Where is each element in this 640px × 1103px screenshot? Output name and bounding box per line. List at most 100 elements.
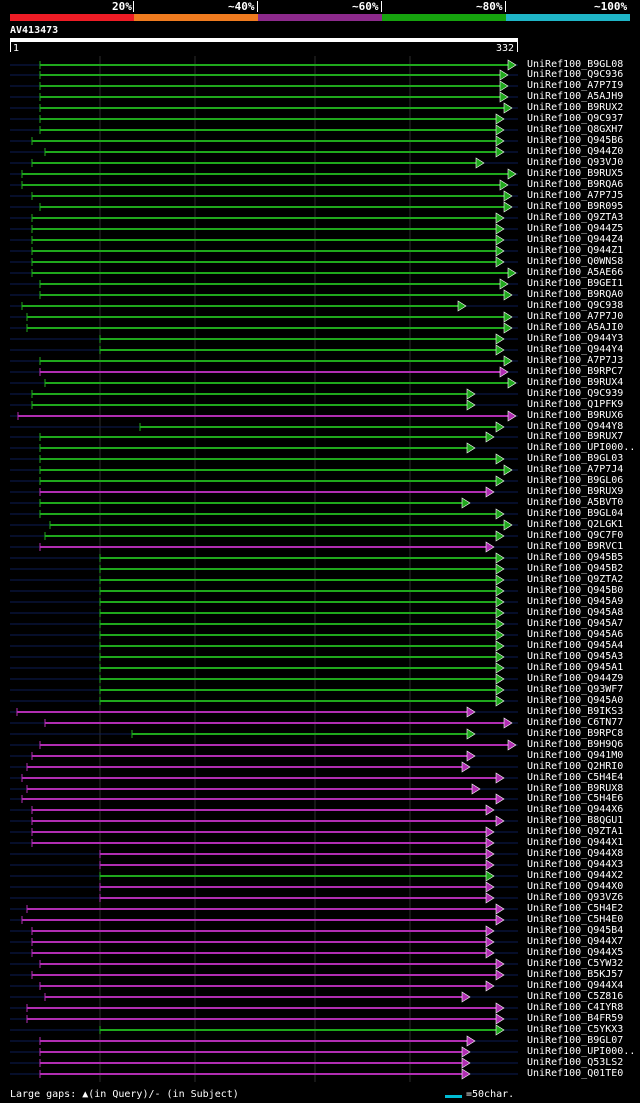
hit-label[interactable]: UniRef100_Q945A9: [527, 596, 624, 607]
hit-label[interactable]: UniRef100_A7P7J3: [527, 355, 624, 366]
hit-label[interactable]: UniRef100_C5H4E2: [527, 903, 624, 914]
hit-label[interactable]: UniRef100_Q944Z4: [527, 234, 624, 245]
hit-label[interactable]: UniRef100_Q9C7F0: [527, 530, 624, 541]
hit-label[interactable]: UniRef100_Q944X8: [527, 848, 624, 859]
hit-label[interactable]: UniRef100_Q944X2: [527, 870, 624, 881]
hit-label[interactable]: UniRef100_B9RQA0: [527, 289, 624, 300]
hit-label[interactable]: UniRef100_Q944X4: [527, 980, 624, 991]
hit-label[interactable]: UniRef100_Q944Z1: [527, 245, 624, 256]
hit-label[interactable]: UniRef100_Q945B6: [527, 135, 624, 146]
hit-label[interactable]: UniRef100_Q945A0: [527, 695, 624, 706]
hit-row: [10, 541, 518, 553]
hit-label[interactable]: UniRef100_Q945A1: [527, 662, 624, 673]
hit-label[interactable]: UniRef100_A7P7J4: [527, 464, 624, 475]
hit-label[interactable]: UniRef100_Q9ZTA1: [527, 826, 624, 837]
hit-label[interactable]: UniRef100_C4IYR8: [527, 1002, 624, 1013]
hit-label[interactable]: UniRef100_C5H4E0: [527, 914, 624, 925]
hit-label[interactable]: UniRef100_B9IKS3: [527, 706, 624, 717]
hit-label[interactable]: UniRef100_Q945A7: [527, 618, 624, 629]
hit-label[interactable]: UniRef100_Q944X6: [527, 804, 624, 815]
hit-label[interactable]: UniRef100_B9H9Q6: [527, 739, 624, 750]
hit-label[interactable]: UniRef100_UPI000..: [527, 1046, 636, 1057]
hit-label[interactable]: UniRef100_A5AE66: [527, 267, 624, 278]
hit-label[interactable]: UniRef100_Q945A4: [527, 640, 624, 651]
hit-label[interactable]: UniRef100_Q9ZTA3: [527, 212, 624, 223]
hit-label[interactable]: UniRef100_B9RUX4: [527, 377, 624, 388]
hit-label[interactable]: UniRef100_Q9ZTA2: [527, 574, 624, 585]
hit-label[interactable]: UniRef100_A7P7J5: [527, 190, 624, 201]
hit-label[interactable]: UniRef100_A7P7J0: [527, 311, 624, 322]
hit-label[interactable]: UniRef100_B9RVC1: [527, 541, 624, 552]
hit-label[interactable]: UniRef100_B9RQA6: [527, 179, 624, 190]
scale-bar-40: [134, 14, 258, 21]
hit-arrow: [495, 673, 505, 685]
hit-label[interactable]: UniRef100_Q8GXH7: [527, 124, 624, 135]
hit-label[interactable]: UniRef100_Q945B5: [527, 552, 624, 563]
hit-label[interactable]: UniRef100_Q9C937: [527, 113, 624, 124]
hit-label[interactable]: UniRef100_Q944X5: [527, 947, 624, 958]
hit-label[interactable]: UniRef100_Q944Z0: [527, 146, 624, 157]
hit-label[interactable]: UniRef100_C6TN77: [527, 717, 624, 728]
hit-label[interactable]: UniRef100_Q944Z5: [527, 223, 624, 234]
hit-label[interactable]: UniRef100_B9RPC8: [527, 728, 624, 739]
hit-label[interactable]: UniRef100_Q945A3: [527, 651, 624, 662]
hit-label[interactable]: UniRef100_Q944X7: [527, 936, 624, 947]
hit-label[interactable]: UniRef100_C5YKX3: [527, 1024, 624, 1035]
hit-label[interactable]: UniRef100_B9RUX9: [527, 486, 624, 497]
hit-label[interactable]: UniRef100_Q944X1: [527, 837, 624, 848]
hit-label[interactable]: UniRef100_Q93VJ0: [527, 157, 624, 168]
hit-label[interactable]: UniRef100_A5AJI0: [527, 322, 624, 333]
hit-label[interactable]: UniRef100_B9GL04: [527, 508, 624, 519]
hit-label[interactable]: UniRef100_B9RUX8: [527, 783, 624, 794]
hit-label[interactable]: UniRef100_A5BVT0: [527, 497, 624, 508]
hit-label[interactable]: UniRef100_B4FR59: [527, 1013, 624, 1024]
hit-label[interactable]: UniRef100_B9RUX2: [527, 102, 624, 113]
hit-label[interactable]: UniRef100_B9RUX5: [527, 168, 624, 179]
hit-label[interactable]: UniRef100_C5YW32: [527, 958, 624, 969]
hit-label[interactable]: UniRef100_Q9C936: [527, 69, 624, 80]
hit-label[interactable]: UniRef100_UPI000..: [527, 442, 636, 453]
hit-label[interactable]: UniRef100_Q945B0: [527, 585, 624, 596]
hit-label[interactable]: UniRef100_Q2LGK1: [527, 519, 624, 530]
hit-label[interactable]: UniRef100_B9RUX7: [527, 431, 624, 442]
hit-label[interactable]: UniRef100_B9RUX6: [527, 410, 624, 421]
hit-label[interactable]: UniRef100_C5H4E6: [527, 793, 624, 804]
hit-label[interactable]: UniRef100_Q945A8: [527, 607, 624, 618]
hit-label[interactable]: UniRef100_Q944Y8: [527, 421, 624, 432]
hit-label[interactable]: UniRef100_Q01TE0: [527, 1068, 624, 1079]
hit-label[interactable]: UniRef100_Q9C938: [527, 300, 624, 311]
hit-label[interactable]: UniRef100_Q93VZ6: [527, 892, 624, 903]
hit-label[interactable]: UniRef100_Q944X0: [527, 881, 624, 892]
hit-label[interactable]: UniRef100_B9GEI1: [527, 278, 624, 289]
hit-label[interactable]: UniRef100_B5KJ57: [527, 969, 624, 980]
hit-label[interactable]: UniRef100_B9RPC7: [527, 366, 624, 377]
hit-label[interactable]: UniRef100_Q944Z9: [527, 673, 624, 684]
hit-label[interactable]: UniRef100_B8QGU1: [527, 815, 624, 826]
hit-label[interactable]: UniRef100_Q945B2: [527, 563, 624, 574]
hit-label[interactable]: UniRef100_A5AJH9: [527, 91, 624, 102]
hit-label[interactable]: UniRef100_Q9C939: [527, 388, 624, 399]
hit-arrow: [495, 695, 505, 707]
hit-label[interactable]: UniRef100_Q945A6: [527, 629, 624, 640]
hit-label[interactable]: UniRef100_C5Z816: [527, 991, 624, 1002]
hit-label[interactable]: UniRef100_B9GL08: [527, 59, 624, 70]
hit-label[interactable]: UniRef100_Q944Y4: [527, 344, 624, 355]
hit-label[interactable]: UniRef100_C5H4E4: [527, 772, 624, 783]
hit-arrow: [485, 859, 495, 871]
hit-label[interactable]: UniRef100_Q1PFK9: [527, 399, 624, 410]
hit-label[interactable]: UniRef100_Q0WNS8: [527, 256, 624, 267]
hit-label[interactable]: UniRef100_B9GL07: [527, 1035, 624, 1046]
hit-label[interactable]: UniRef100_Q945B4: [527, 925, 624, 936]
hit-label[interactable]: UniRef100_Q941M0: [527, 750, 624, 761]
hit-label[interactable]: UniRef100_Q93WF7: [527, 684, 624, 695]
hit-label[interactable]: UniRef100_B9R095: [527, 201, 624, 212]
scale-tick: [505, 1, 506, 12]
hit-label[interactable]: UniRef100_Q944Y3: [527, 333, 624, 344]
hit-label[interactable]: UniRef100_B9GL06: [527, 475, 624, 486]
scale-legend-text: =50char.: [466, 1089, 515, 1100]
hit-label[interactable]: UniRef100_B9GL03: [527, 453, 624, 464]
hit-label[interactable]: UniRef100_Q53LS2: [527, 1057, 624, 1068]
hit-label[interactable]: UniRef100_Q2HRI0: [527, 761, 624, 772]
hit-label[interactable]: UniRef100_A7P7I9: [527, 80, 624, 91]
hit-label[interactable]: UniRef100_Q944X3: [527, 859, 624, 870]
